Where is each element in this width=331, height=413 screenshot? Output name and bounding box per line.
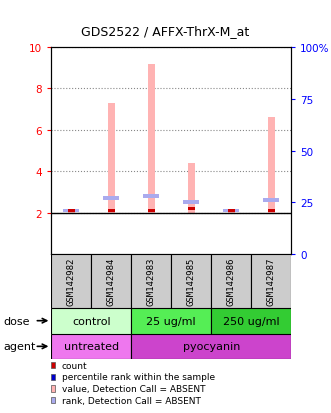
Text: control: control (72, 316, 111, 326)
Bar (263, 199, 279, 202)
Bar (108, 209, 115, 213)
Bar (171, 254, 211, 308)
Bar (148, 64, 155, 213)
Bar (211, 254, 251, 308)
Bar (268, 209, 274, 213)
Text: dose: dose (3, 316, 30, 326)
Text: percentile rank within the sample: percentile rank within the sample (62, 373, 215, 382)
Bar (63, 209, 79, 213)
Bar (188, 207, 195, 211)
Text: pyocyanin: pyocyanin (183, 342, 240, 351)
Bar (131, 254, 171, 308)
Bar (188, 164, 195, 213)
Bar (131, 308, 211, 334)
Bar (51, 308, 131, 334)
Bar (131, 334, 291, 359)
Text: GDS2522 / AFFX-ThrX-M_at: GDS2522 / AFFX-ThrX-M_at (81, 25, 250, 38)
Text: 250 ug/ml: 250 ug/ml (223, 316, 280, 326)
Bar (223, 209, 239, 213)
Bar (68, 209, 74, 213)
Text: 25 ug/ml: 25 ug/ml (147, 316, 196, 326)
Text: rank, Detection Call = ABSENT: rank, Detection Call = ABSENT (62, 396, 201, 405)
Bar (51, 254, 91, 308)
Bar (183, 201, 199, 204)
Text: GSM142987: GSM142987 (267, 257, 276, 305)
Bar (251, 254, 291, 308)
Bar (68, 211, 75, 213)
Bar (143, 195, 159, 198)
Text: GSM142982: GSM142982 (67, 257, 76, 305)
Text: GSM142986: GSM142986 (227, 257, 236, 305)
Text: GSM142983: GSM142983 (147, 257, 156, 305)
Text: GSM142984: GSM142984 (107, 257, 116, 305)
Text: GSM142985: GSM142985 (187, 257, 196, 305)
Bar (108, 104, 115, 213)
Text: untreated: untreated (64, 342, 119, 351)
Bar (268, 118, 275, 213)
Bar (103, 197, 119, 200)
Bar (228, 211, 235, 213)
Text: value, Detection Call = ABSENT: value, Detection Call = ABSENT (62, 384, 206, 393)
Bar (211, 308, 291, 334)
Text: agent: agent (3, 342, 36, 351)
Text: count: count (62, 361, 87, 370)
Bar (148, 209, 155, 213)
Bar (51, 334, 131, 359)
Bar (91, 254, 131, 308)
Bar (228, 209, 235, 213)
